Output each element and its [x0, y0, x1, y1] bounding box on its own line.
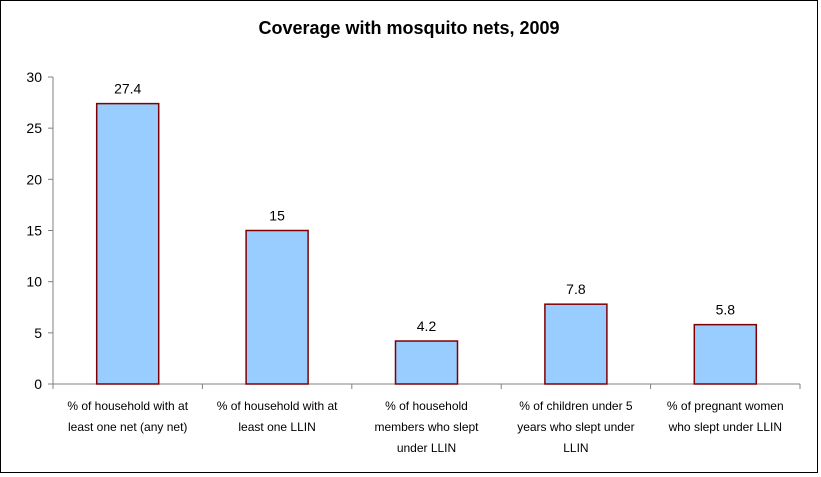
bar — [394, 340, 459, 385]
bars — [95, 102, 758, 385]
y-tick-label: 30 — [26, 69, 42, 85]
category-label-line: least one net (any net) — [68, 420, 187, 434]
category-label-line: members who slept — [374, 420, 479, 434]
category-label: % of household members who slept under LLI… — [374, 399, 479, 455]
chart-title: Coverage with mosquito nets, 2009 — [258, 18, 560, 38]
category-label: % of household with at least one LLIN — [217, 399, 338, 434]
category-label: % of household with at least one net (any… — [67, 399, 188, 434]
bar — [544, 303, 608, 385]
bar — [245, 229, 309, 385]
y-tick-label: 0 — [34, 376, 42, 392]
value-label: 15 — [269, 208, 285, 224]
category-label-line: % of household with at — [217, 399, 338, 413]
value-label: 7.8 — [566, 281, 586, 297]
category-label: % of children under 5 years who slept und… — [517, 399, 634, 455]
value-label: 4.2 — [417, 318, 437, 334]
labels: 0 5 10 15 20 25 30 27.4 % of household with at le… — [26, 69, 783, 455]
category-label-line: least one LLIN — [238, 420, 315, 434]
y-tick-label: 10 — [26, 274, 42, 290]
y-tick-label: 5 — [34, 325, 42, 341]
category-label: % of pregnant women who slept under LLIN — [667, 399, 784, 434]
category-label-line: who slept under LLIN — [668, 420, 782, 434]
category-label-line: under LLIN — [397, 441, 456, 455]
category-label-line: % of household with at — [67, 399, 188, 413]
category-label-line: % of pregnant women — [667, 399, 784, 413]
value-label: 5.8 — [716, 302, 736, 318]
category-label-line: years who slept under — [517, 420, 634, 434]
y-tick-label: 15 — [26, 223, 42, 239]
bar — [95, 102, 160, 385]
category-label-line: % of children under 5 — [519, 399, 633, 413]
category-label-line: % of household — [385, 399, 468, 413]
y-tick-label: 25 — [26, 120, 42, 136]
category-label-line: LLIN — [563, 441, 588, 455]
y-tick-label: 20 — [26, 171, 42, 187]
value-label: 27.4 — [114, 81, 141, 97]
bar — [693, 323, 758, 385]
